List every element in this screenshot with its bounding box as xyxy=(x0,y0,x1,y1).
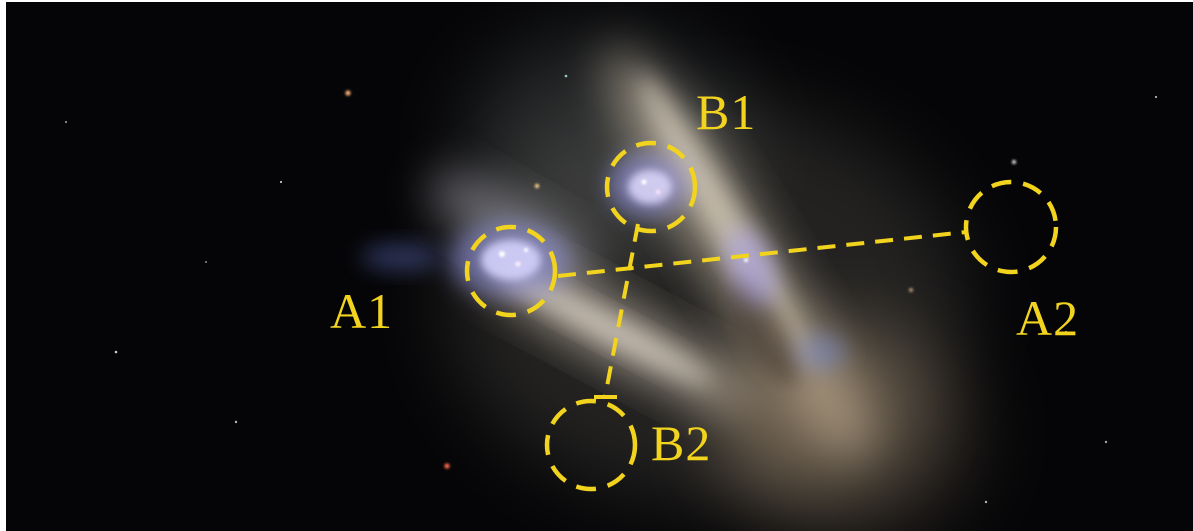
region-labels: A1 A2 B1 B2 xyxy=(330,84,1079,471)
b1-b2-line xyxy=(603,223,640,398)
a2-marker-circle xyxy=(963,179,1059,275)
b1-marker-circle xyxy=(604,140,698,234)
a1-a2-line xyxy=(557,230,967,278)
label-b2: B2 xyxy=(651,415,711,471)
marker-circles xyxy=(464,140,1059,492)
label-a2: A2 xyxy=(1016,290,1079,346)
label-b1: B1 xyxy=(696,84,756,140)
b2-marker-circle xyxy=(544,398,638,492)
background-stars xyxy=(65,74,1158,504)
a1-marker-circle xyxy=(464,224,558,318)
label-a1: A1 xyxy=(330,283,393,339)
galaxy-scene: A1 A2 B1 B2 xyxy=(65,32,1158,531)
galaxy-image: A1 A2 B1 B2 xyxy=(6,2,1193,531)
connection-lines xyxy=(557,223,967,398)
